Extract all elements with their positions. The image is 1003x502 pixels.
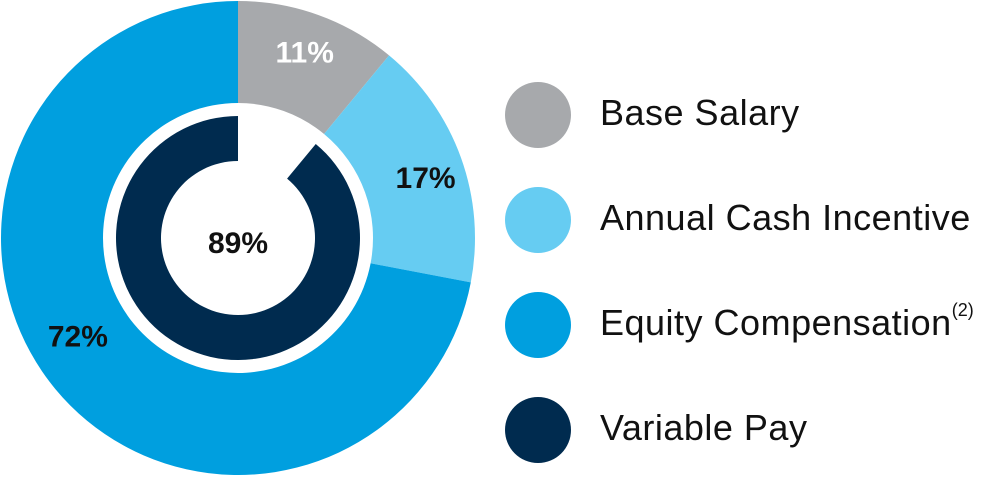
slice-base-salary — [238, 1, 390, 134]
legend-label-variable-pay: Variable Pay — [600, 407, 808, 448]
outer-ring — [0, 1, 475, 475]
legend-swatch-base-salary — [505, 82, 571, 148]
legend: Base Salary Annual Cash Incentive Equity… — [505, 82, 995, 502]
slice-variable-pay — [115, 116, 360, 360]
slice-label-base-salary: 11% — [276, 37, 334, 70]
slice-annual-cash-incentive — [324, 55, 475, 283]
legend-item-variable-pay: Variable Pay — [505, 397, 995, 502]
legend-label-equity-compensation: Equity Compensation(2) — [600, 300, 974, 343]
legend-swatch-variable-pay — [505, 397, 571, 463]
legend-label-base-salary: Base Salary — [600, 92, 800, 133]
legend-item-base-salary: Base Salary — [505, 82, 995, 187]
slice-label-annual-cash-incentive: 17% — [396, 162, 456, 195]
legend-swatch-equity-compensation — [505, 292, 571, 358]
legend-swatch-annual-cash-incentive — [505, 187, 571, 253]
slice-equity-compensation — [0, 1, 471, 475]
footnote-marker: (2) — [951, 300, 974, 320]
legend-item-annual-cash-incentive: Annual Cash Incentive — [505, 187, 995, 292]
inner-ring — [115, 116, 360, 360]
compensation-donut-chart: 11% 17% 72% 89% — [0, 1, 475, 475]
slice-labels: 11% 17% 72% — [48, 37, 456, 354]
center-label: 89% — [208, 227, 268, 260]
legend-label-annual-cash-incentive: Annual Cash Incentive — [600, 197, 971, 238]
legend-item-equity-compensation: Equity Compensation(2) — [505, 292, 995, 397]
slice-label-equity-compensation: 72% — [48, 321, 108, 354]
